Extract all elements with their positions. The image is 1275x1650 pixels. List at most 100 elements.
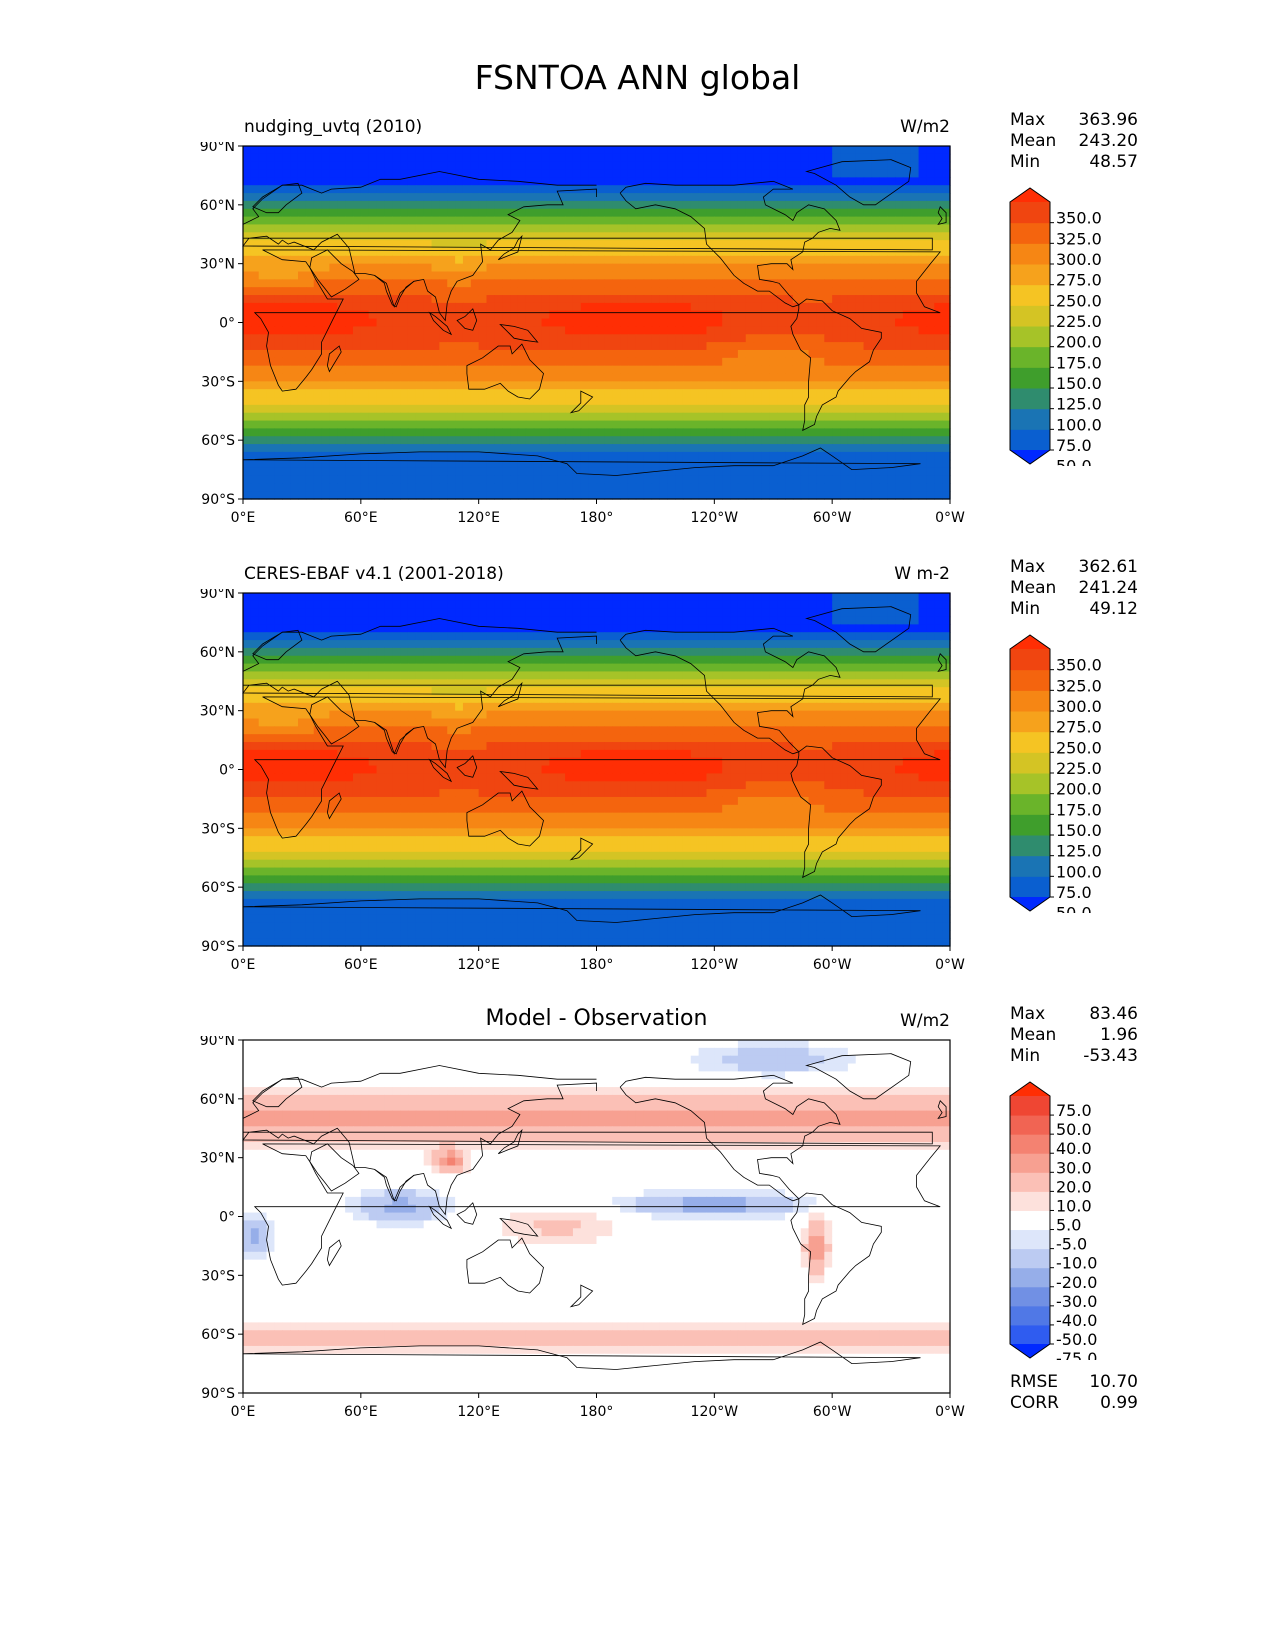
map-cell — [675, 412, 684, 422]
map-cell — [486, 593, 495, 602]
map-cell — [549, 404, 558, 414]
map-cell — [722, 208, 731, 218]
map-cell — [596, 161, 605, 171]
map-cell — [902, 310, 912, 320]
map-cell — [478, 616, 488, 625]
map-cell — [486, 647, 495, 657]
map-cell — [447, 647, 456, 657]
map-cell — [392, 389, 401, 398]
map-cell — [651, 412, 660, 422]
map-cell — [918, 404, 928, 414]
map-cell — [313, 381, 323, 390]
map-cell — [596, 193, 605, 202]
map-cell — [737, 208, 747, 218]
map-cell — [502, 349, 511, 359]
map-cell — [910, 491, 920, 500]
map-cell — [596, 208, 605, 218]
map-cell — [871, 349, 880, 359]
map-cell — [910, 640, 920, 649]
map-cell — [407, 647, 417, 657]
map-cell — [769, 240, 778, 249]
map-cell — [572, 444, 582, 453]
map-cell — [792, 287, 802, 296]
map-cell — [761, 483, 770, 492]
map-cell — [580, 483, 590, 492]
map-cell — [934, 153, 943, 163]
map-cell — [745, 326, 755, 335]
map-cell — [439, 318, 448, 328]
map-cell — [942, 255, 951, 265]
map-cell — [345, 655, 354, 665]
map-cell — [926, 451, 935, 461]
map-cell — [415, 475, 425, 484]
map-cell — [525, 420, 535, 429]
map-cell — [840, 436, 849, 445]
map-cell — [682, 146, 692, 155]
map-cell — [423, 279, 433, 288]
map-cell — [329, 200, 338, 210]
map-cell — [400, 632, 409, 641]
map-cell — [714, 412, 723, 422]
map-cell — [682, 459, 692, 469]
map-cell — [761, 232, 770, 241]
map-cell — [455, 287, 464, 296]
map-cell — [895, 373, 904, 382]
map-cell — [313, 247, 323, 257]
map-cell — [478, 208, 488, 218]
map-cell — [651, 247, 660, 257]
map-cell — [313, 459, 323, 469]
map-cell — [486, 153, 495, 163]
map-cell — [368, 169, 378, 178]
map-cell — [871, 310, 880, 320]
map-cell — [808, 428, 818, 437]
map-cell — [785, 412, 794, 422]
map-cell — [517, 397, 527, 406]
map-cell — [902, 302, 912, 312]
map-cell — [360, 271, 370, 280]
map-cell — [525, 318, 535, 328]
map-cell — [352, 342, 362, 351]
map-cell — [855, 326, 865, 335]
map-cell — [580, 263, 590, 273]
map-cell — [337, 255, 346, 265]
map-cell — [376, 444, 385, 453]
map-cell — [274, 412, 283, 422]
map-cell — [588, 169, 598, 178]
map-cell — [769, 655, 778, 665]
map-cell — [462, 302, 472, 312]
map-cell — [352, 655, 362, 665]
map-cell — [533, 342, 543, 351]
map-cell — [580, 593, 590, 602]
map-cell — [659, 349, 668, 359]
map-cell — [282, 475, 291, 484]
map-cell — [596, 608, 605, 618]
map-cell — [321, 169, 331, 178]
map-cell — [525, 475, 535, 484]
map-cell — [250, 326, 260, 335]
map-cell — [470, 451, 480, 461]
map-cell — [722, 326, 731, 335]
map-cell — [282, 632, 291, 641]
map-cell — [549, 459, 558, 469]
map-cell — [407, 263, 417, 273]
map-cell — [588, 342, 598, 351]
map-cell — [258, 608, 268, 618]
map-cell — [337, 342, 346, 351]
map-cell — [533, 412, 543, 422]
map-cell — [266, 436, 276, 445]
map-cell — [871, 153, 880, 163]
map-cell — [588, 640, 598, 649]
map-cell — [659, 271, 668, 280]
map-cell — [517, 459, 527, 469]
map-cell — [313, 224, 323, 233]
map-cell — [895, 255, 904, 265]
map-cell — [415, 467, 425, 477]
map-cell — [258, 593, 268, 602]
map-cell — [266, 200, 276, 210]
map-cell — [863, 318, 873, 328]
map-cell — [462, 404, 472, 414]
map-cell — [243, 271, 252, 280]
map-cell — [714, 200, 723, 210]
map-cell — [541, 444, 550, 453]
map-cell — [887, 451, 896, 461]
